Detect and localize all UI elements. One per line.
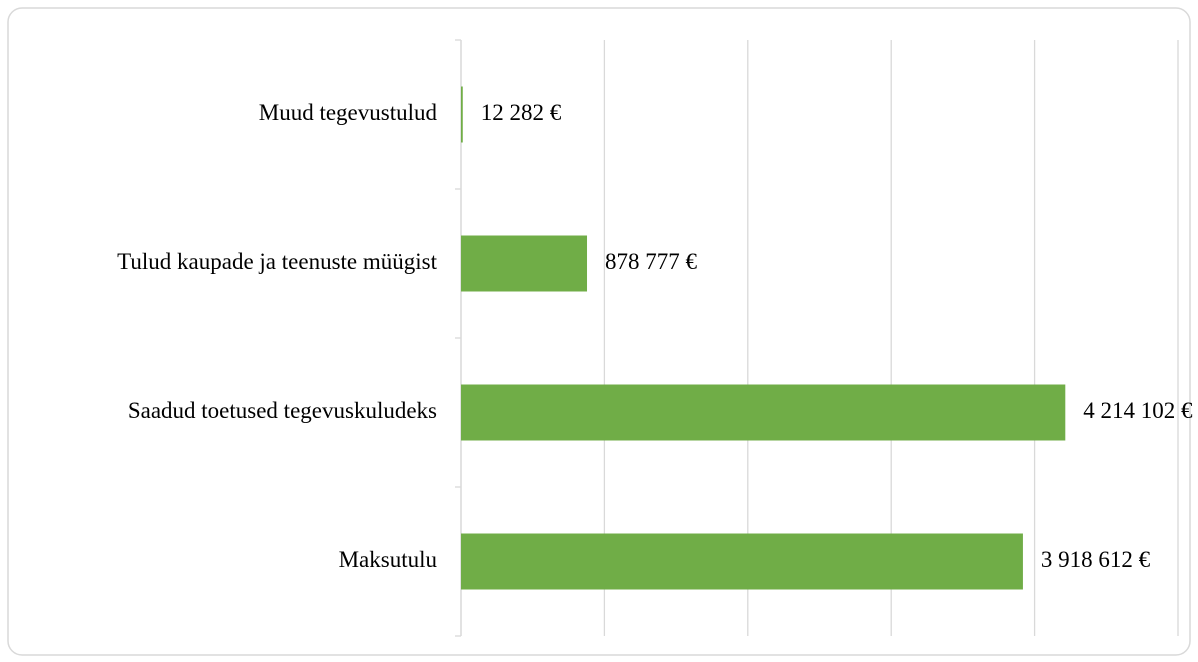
data-label: 878 777 € xyxy=(605,249,698,274)
data-label: 3 918 612 € xyxy=(1041,547,1151,572)
bar xyxy=(461,86,463,143)
bar xyxy=(461,235,588,292)
chart-frame xyxy=(7,7,1191,656)
data-label: 4 214 102 € xyxy=(1083,398,1193,423)
category-label: Maksutulu xyxy=(339,547,438,572)
category-label: Tulud kaupade ja teenuste müügist xyxy=(117,249,437,274)
category-label: Saadud toetused tegevuskuludeks xyxy=(128,398,437,423)
bar xyxy=(461,533,1023,590)
bar xyxy=(461,384,1066,441)
data-label: 12 282 € xyxy=(481,100,562,125)
category-label: Muud tegevustulud xyxy=(259,100,438,125)
